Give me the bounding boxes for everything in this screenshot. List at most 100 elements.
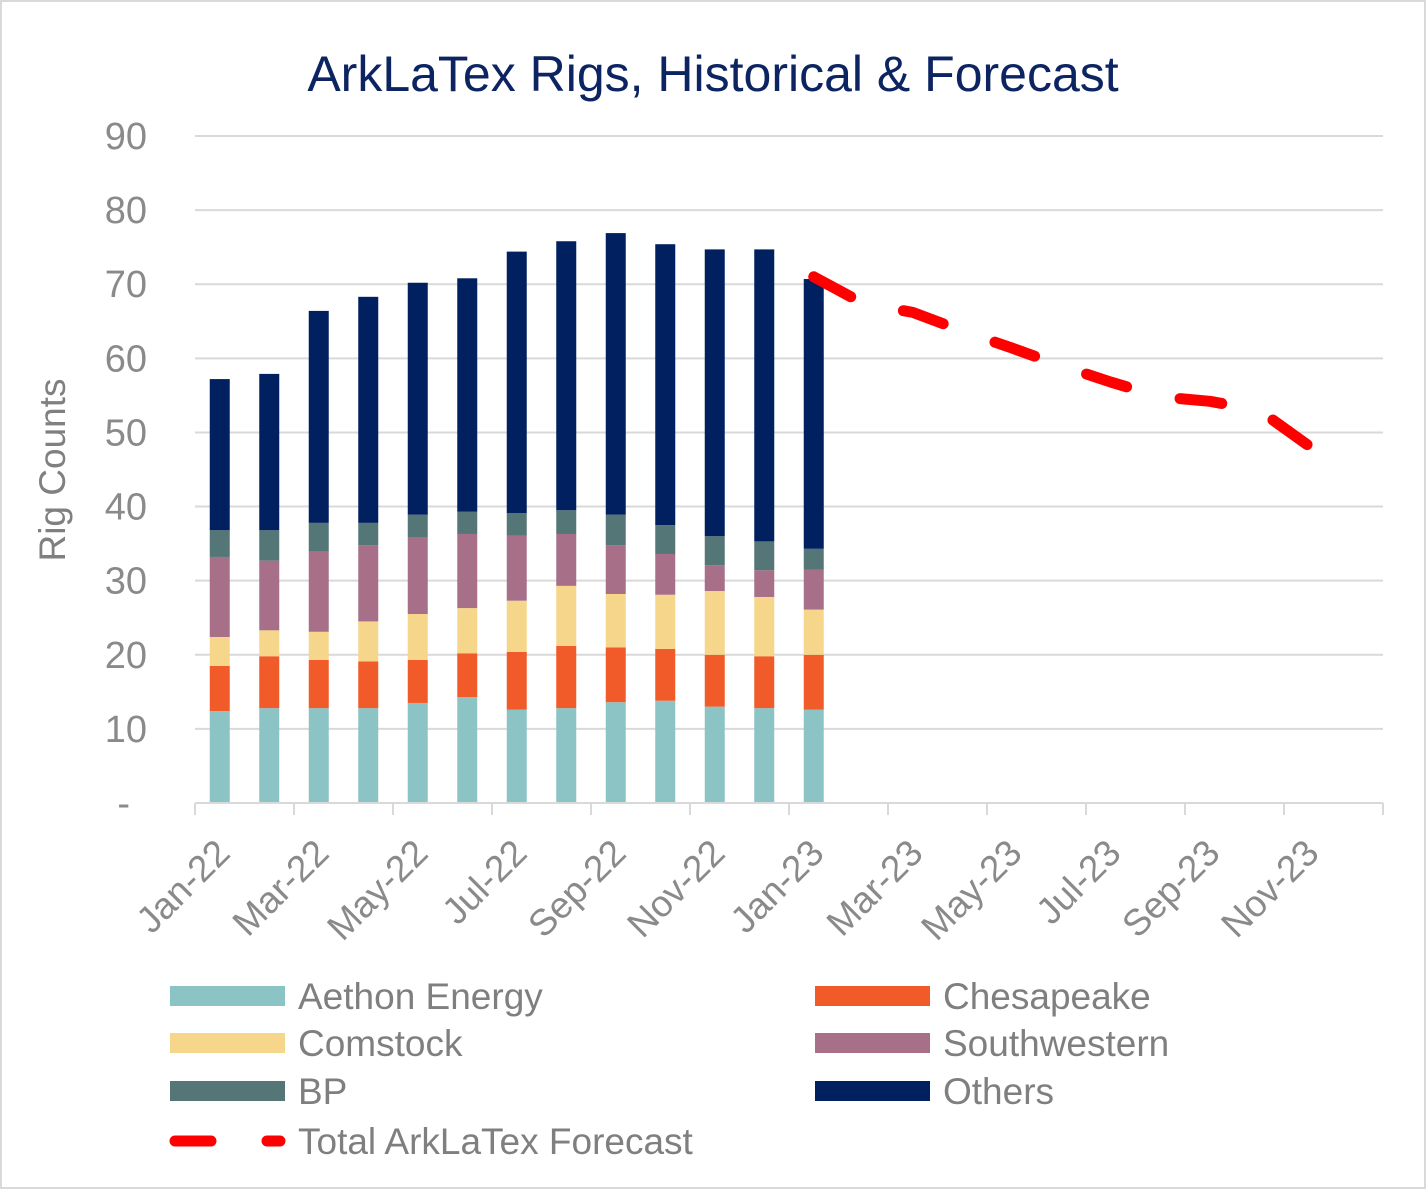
- legend-swatch: [815, 986, 930, 1006]
- legend: Aethon Energy Chesapeake Comstock Southwest…: [169, 976, 1169, 1162]
- bar-segment-comstock: [407, 614, 428, 660]
- bar-segment-others: [209, 379, 230, 531]
- gridlines: [195, 135, 1383, 730]
- bar-segment-southwestern: [308, 551, 329, 632]
- stacked-bar: [556, 241, 577, 803]
- legend-label: Aethon Energy: [298, 976, 543, 1017]
- bar-segment-chesapeake: [209, 665, 230, 712]
- bar-segment-bp: [259, 530, 280, 561]
- bar-segment-comstock: [605, 594, 626, 648]
- bar-segment-bp: [556, 510, 577, 534]
- legend-swatch: [170, 1033, 285, 1053]
- bar-segment-chesapeake: [754, 656, 775, 709]
- y-tick-label: -: [117, 783, 130, 825]
- legend-item-others: Others: [815, 1071, 1054, 1112]
- bar-segment-chesapeake: [407, 659, 428, 703]
- y-axis-tick-labels: - 10 20 30 40 50 60 70 80 90: [105, 116, 147, 825]
- legend-label: Total ArkLaTex Forecast: [298, 1121, 694, 1162]
- legend-item-total-arklatex-forecast: Total ArkLaTex Forecast: [169, 1121, 694, 1162]
- y-tick-label: 10: [105, 709, 147, 751]
- chart-title: ArkLaTex Rigs, Historical & Forecast: [307, 46, 1118, 102]
- legend-label: Others: [943, 1071, 1054, 1112]
- legend-item-chesapeake: Chesapeake: [815, 976, 1151, 1017]
- bar-segment-comstock: [506, 600, 527, 652]
- y-tick-label: 90: [105, 116, 147, 158]
- legend-swatch: [815, 1033, 930, 1053]
- bar-segment-southwestern: [605, 545, 626, 594]
- bar-segment-southwestern: [803, 569, 824, 610]
- y-tick-label: 30: [105, 561, 147, 603]
- stacked-bars: [209, 233, 824, 803]
- bar-segment-aethon-energy: [259, 708, 280, 803]
- y-tick-label: 50: [105, 412, 147, 454]
- bar-segment-chesapeake: [803, 654, 824, 710]
- bar-segment-comstock: [556, 585, 577, 646]
- forecast-line-layer: [808, 271, 1315, 452]
- y-tick-label: 80: [105, 190, 147, 232]
- bar-segment-aethon-energy: [457, 697, 478, 803]
- bar-segment-others: [704, 249, 725, 537]
- stacked-bar: [754, 249, 775, 803]
- bar-segment-aethon-energy: [209, 711, 230, 803]
- bar-segment-comstock: [308, 631, 329, 660]
- bar-segment-bp: [457, 511, 478, 534]
- y-tick-label: 20: [105, 635, 147, 677]
- bar-segment-comstock: [209, 636, 230, 666]
- bar-segment-bp: [407, 514, 428, 538]
- bar-segment-southwestern: [754, 570, 775, 597]
- bar-segment-southwestern: [704, 565, 725, 592]
- legend-swatch: [170, 986, 285, 1006]
- stacked-bar: [704, 249, 725, 803]
- bar-segment-southwestern: [506, 535, 527, 601]
- stacked-bar: [358, 296, 379, 803]
- bar-segment-chesapeake: [506, 651, 527, 710]
- bar-segment-aethon-energy: [655, 700, 676, 803]
- legend-item-bp: BP: [170, 1071, 347, 1112]
- y-tick-label: 70: [105, 264, 147, 306]
- legend-swatch: [815, 1081, 930, 1101]
- bar-segment-bp: [704, 536, 725, 566]
- bar-segment-others: [358, 296, 379, 523]
- legend-label: BP: [298, 1071, 347, 1112]
- bar-segment-aethon-energy: [358, 708, 379, 803]
- bar-segment-others: [407, 282, 428, 515]
- bar-segment-bp: [506, 513, 527, 536]
- legend-item-southwestern: Southwestern: [815, 1023, 1169, 1064]
- bar-segment-southwestern: [407, 537, 428, 615]
- series-line-total-arklatex-forecast: [808, 271, 1315, 452]
- bar-segment-others: [605, 233, 626, 515]
- bar-segment-comstock: [754, 596, 775, 657]
- stacked-bar: [605, 233, 626, 803]
- bar-segment-southwestern: [209, 556, 230, 637]
- bar-segment-comstock: [704, 591, 725, 655]
- bar-segment-chesapeake: [259, 656, 280, 709]
- legend-label: Comstock: [298, 1023, 463, 1064]
- bar-segment-others: [308, 310, 329, 523]
- bar-segment-aethon-energy: [605, 702, 626, 803]
- stacked-bar: [209, 379, 230, 803]
- bar-segment-chesapeake: [308, 659, 329, 709]
- bar-segment-southwestern: [358, 545, 379, 622]
- y-tick-label: 40: [105, 487, 147, 529]
- bar-segment-aethon-energy: [308, 708, 329, 803]
- bar-segment-bp: [655, 525, 676, 554]
- bar-segment-bp: [308, 522, 329, 552]
- bar-segment-bp: [605, 514, 626, 546]
- bar-segment-bp: [754, 541, 775, 571]
- bar-segment-bp: [803, 548, 824, 570]
- stacked-bar: [655, 244, 676, 803]
- bar-segment-comstock: [803, 609, 824, 655]
- bar-segment-chesapeake: [556, 645, 577, 709]
- bar-segment-aethon-energy: [556, 708, 577, 803]
- y-axis-label: Rig Counts: [32, 378, 73, 561]
- bar-segment-others: [803, 279, 824, 549]
- bar-segment-others: [754, 249, 775, 542]
- bar-segment-aethon-energy: [803, 709, 824, 803]
- bar-segment-others: [457, 278, 478, 512]
- bar-segment-others: [655, 244, 676, 526]
- bar-segment-others: [259, 373, 280, 531]
- legend-label: Chesapeake: [943, 976, 1151, 1017]
- bar-segment-others: [556, 241, 577, 511]
- bar-segment-comstock: [655, 594, 676, 649]
